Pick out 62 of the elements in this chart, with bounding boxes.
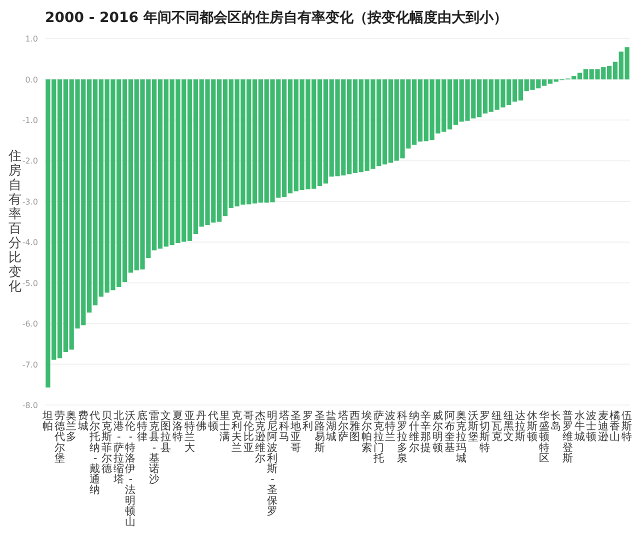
x-tick-label: 塔尔萨	[336, 409, 349, 444]
x-tick-label: 代顿	[206, 410, 219, 433]
text: 住房自有率百分比变化	[8, 149, 22, 294]
category-label: 明尼阿波利斯-圣保罗	[267, 410, 278, 518]
x-tick-label: 达拉斯	[515, 409, 526, 444]
x-tick-label: 丹佛	[196, 410, 208, 433]
x-tick-label: 萨克拉门托	[372, 409, 384, 464]
x-tick-label: 罗切斯特	[480, 410, 491, 454]
y-tick-label: -2.0	[22, 156, 38, 166]
x-tick-label: 雷克县-基诺沙	[148, 410, 160, 486]
x-tick-label: 费城	[76, 409, 89, 433]
x-tick-label: 底特律	[137, 409, 148, 444]
x-tick-label: 科罗拉多泉	[397, 410, 408, 464]
x-tick-label: 伍斯特	[622, 410, 633, 444]
x-tick-label: 克利夫兰	[232, 409, 243, 454]
x-tick-label: 普罗维登斯	[562, 409, 574, 464]
x-tick-label: 纽瓦克	[492, 410, 503, 444]
x-tick-label: 奥克拉玛城	[455, 410, 468, 464]
chart-title: 2000 - 2016 年间不同都会区的住房自有率变化（按变化幅度由大到小）	[45, 9, 508, 26]
x-tick-label: 西雅图	[350, 410, 361, 444]
x-tick-label: 水牛城	[573, 409, 586, 444]
y-tick-label: -1.0	[22, 116, 38, 126]
x-tick-label: 橘香山	[610, 410, 621, 444]
x-tick-label: 夏洛特	[172, 410, 184, 444]
x-tick-label: 圣路易斯	[314, 410, 326, 454]
y-tick-label: -6.0	[22, 320, 38, 329]
x-tick-label: 波特兰	[385, 409, 396, 444]
x-tick-label: 奥兰多	[66, 410, 78, 444]
x-tick-label: 北港-萨拉缩塔	[112, 409, 124, 486]
y-tick-label: -3.0	[22, 197, 38, 206]
category-label: 沃伦-特洛伊-法明顿山	[125, 410, 136, 528]
x-tick-label: 长岛	[550, 409, 562, 433]
x-tick-label: 贝克斯菲尔德	[102, 410, 113, 475]
y-tick-label: -5.0	[22, 278, 38, 288]
x-tick-label: 文图拉县	[160, 409, 172, 454]
x-tick-label: 麦迪逊	[598, 409, 609, 444]
x-tick-label: 波士顿	[586, 409, 598, 444]
x-tick-label: 里士满	[220, 410, 231, 444]
x-tick-label: 亚特兰大	[184, 410, 196, 454]
x-tick-label: 盐湖城	[325, 409, 338, 444]
x-tick-label: 埃尔帕索	[360, 409, 373, 454]
x-tick-label: 塔科马	[278, 409, 290, 444]
y-tick-label: -8.0	[22, 401, 38, 410]
x-tick-label: 杰克逊维尔	[255, 410, 266, 464]
x-tick-label: 沃斯堡	[468, 410, 479, 444]
x-tick-label: 代尔托纳-戴通纳	[88, 410, 101, 496]
y-tick-label: -7.0	[22, 360, 38, 370]
x-tick-label: 纽黑文	[503, 410, 514, 444]
x-tick-label: 辛辛那提	[420, 409, 432, 454]
y-tick-label: 1.0	[25, 34, 38, 44]
x-tick-label: 威尔明顿	[432, 409, 444, 454]
x-tick-label: 哥伦比亚	[243, 410, 254, 454]
x-tick-label: 纳什维尔	[408, 410, 420, 454]
x-tick-label: 坦帕	[41, 410, 54, 433]
x-tick-label: 阿布奎基	[444, 410, 456, 454]
x-tick-label: 罗利	[302, 410, 314, 433]
x-tick-label: 休斯顿	[527, 410, 538, 444]
y-tick-label: 0.0	[25, 75, 38, 84]
x-tick-label: 华盛顿特区	[538, 410, 550, 464]
x-tick-label: 圣地亚哥	[290, 410, 302, 454]
y-tick-label: -4.0	[22, 238, 38, 248]
x-tick-label: 劳德代尔堡	[53, 409, 66, 464]
